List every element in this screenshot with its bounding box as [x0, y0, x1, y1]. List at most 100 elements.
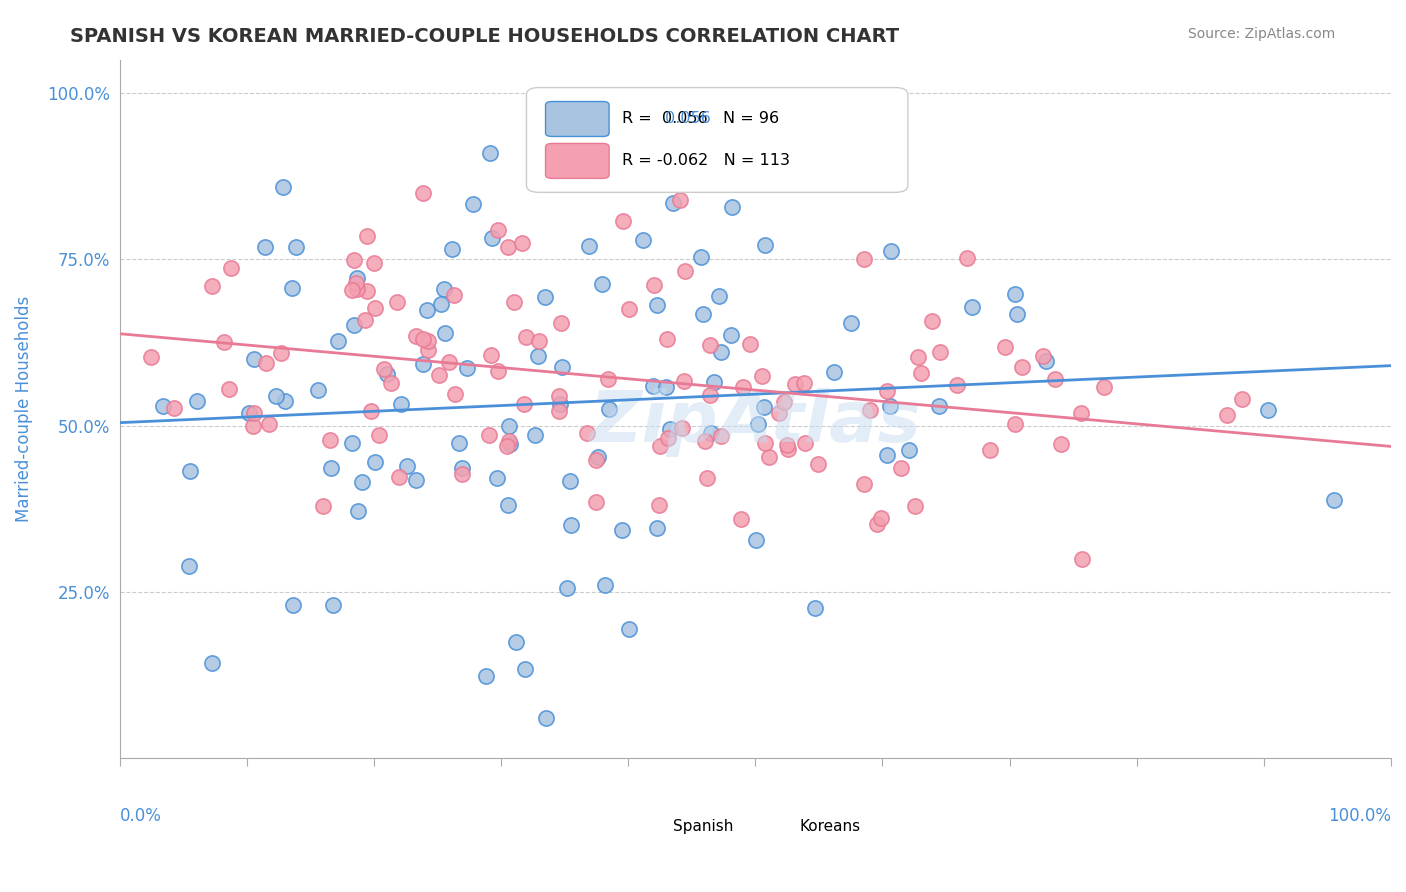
Point: [498, 437, 520, 451]
Point: [793, 376, 815, 390]
Point: [1032, 349, 1054, 363]
Point: [478, 428, 501, 442]
Point: [1092, 380, 1115, 394]
Point: [347, 504, 370, 518]
Point: [495, 439, 517, 453]
Point: [253, 240, 276, 254]
Point: [1070, 406, 1092, 420]
Point: [550, 316, 572, 330]
Point: [823, 365, 845, 379]
Point: [139, 350, 162, 364]
Point: [343, 252, 366, 267]
Point: [1257, 402, 1279, 417]
Point: [692, 306, 714, 320]
Point: [515, 330, 537, 344]
Point: [751, 368, 773, 383]
Point: [201, 279, 224, 293]
Point: [754, 237, 776, 252]
Point: [804, 600, 827, 615]
Point: [699, 338, 721, 352]
Point: [890, 461, 912, 475]
Text: R = -0.062   N = 113: R = -0.062 N = 113: [621, 153, 790, 169]
Point: [481, 231, 503, 245]
Point: [389, 397, 412, 411]
Point: [700, 425, 723, 440]
Point: [416, 343, 439, 358]
Point: [1216, 408, 1239, 422]
Point: [388, 469, 411, 483]
Point: [720, 328, 742, 343]
Point: [647, 499, 669, 513]
Point: [363, 255, 385, 269]
Point: [993, 340, 1015, 354]
Point: [699, 388, 721, 402]
FancyBboxPatch shape: [546, 102, 609, 136]
Point: [513, 662, 536, 676]
Point: [350, 475, 373, 489]
Point: [496, 240, 519, 254]
Point: [427, 368, 450, 382]
Point: [456, 360, 478, 375]
Point: [619, 301, 641, 316]
Point: [859, 403, 882, 417]
Point: [591, 277, 613, 292]
Point: [631, 233, 654, 247]
Point: [910, 367, 932, 381]
Text: ZipAtlas: ZipAtlas: [589, 388, 921, 458]
Point: [928, 399, 950, 413]
Text: Source: ZipAtlas.com: Source: ZipAtlas.com: [1188, 27, 1336, 41]
Text: SPANISH VS KOREAN MARRIED-COUPLE HOUSEHOLDS CORRELATION CHART: SPANISH VS KOREAN MARRIED-COUPLE HOUSEHO…: [70, 27, 900, 45]
Point: [344, 277, 367, 291]
Point: [693, 434, 716, 449]
Point: [512, 397, 534, 411]
Point: [551, 359, 574, 374]
Text: 0.0%: 0.0%: [120, 807, 162, 825]
Point: [596, 372, 619, 386]
Point: [356, 284, 378, 298]
Point: [1005, 307, 1028, 321]
Point: [578, 239, 600, 253]
Point: [502, 295, 524, 310]
Point: [879, 399, 901, 413]
Point: [264, 389, 287, 403]
Point: [775, 438, 797, 452]
Point: [479, 348, 502, 362]
Point: [744, 533, 766, 548]
Point: [657, 332, 679, 346]
Point: [558, 474, 581, 488]
Point: [689, 250, 711, 264]
Point: [527, 349, 550, 363]
Point: [612, 214, 634, 228]
Point: [794, 435, 817, 450]
Point: [441, 242, 464, 256]
Point: [281, 598, 304, 612]
Point: [1071, 551, 1094, 566]
Point: [405, 473, 427, 487]
Point: [360, 403, 382, 417]
Point: [658, 422, 681, 436]
Point: [444, 387, 467, 401]
Point: [363, 454, 385, 468]
Point: [731, 380, 754, 394]
Point: [486, 364, 509, 378]
Point: [367, 428, 389, 442]
Point: [586, 450, 609, 464]
Point: [534, 711, 557, 725]
Point: [364, 301, 387, 315]
Point: [416, 334, 439, 349]
FancyBboxPatch shape: [546, 144, 609, 178]
Point: [773, 395, 796, 409]
Point: [929, 345, 952, 359]
Point: [346, 282, 368, 296]
Point: [852, 252, 875, 266]
Point: [839, 316, 862, 330]
Point: [257, 417, 280, 431]
Point: [319, 433, 342, 447]
Point: [946, 378, 969, 392]
Point: [754, 436, 776, 450]
Point: [340, 283, 363, 297]
Point: [1043, 372, 1066, 386]
Point: [405, 329, 427, 343]
Point: [505, 635, 527, 649]
Point: [321, 460, 343, 475]
